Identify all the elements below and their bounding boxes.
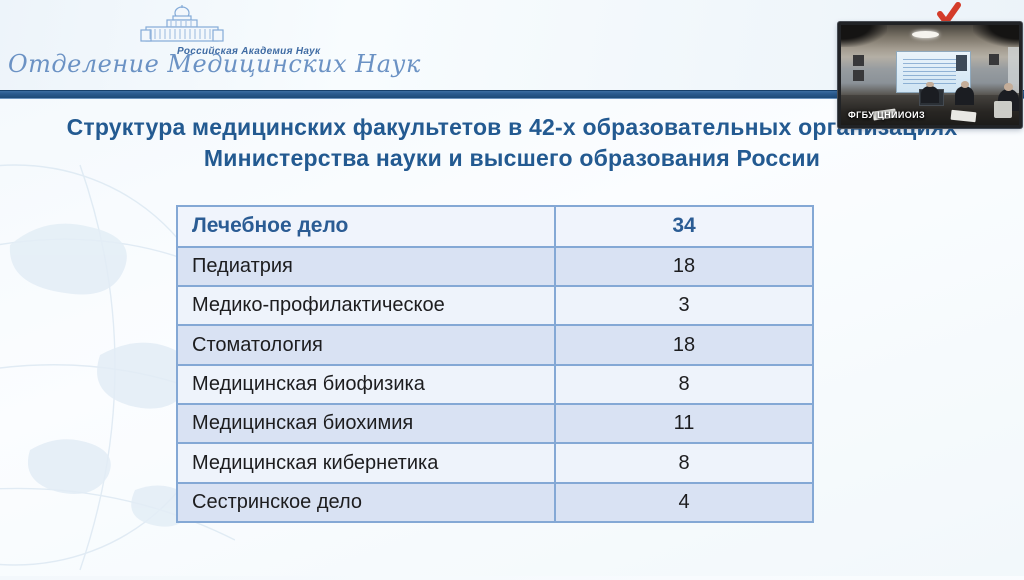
- screen-video-thumbnail: [955, 55, 968, 72]
- slide-title: Структура медицинских факультетов в 42-х…: [0, 112, 1024, 174]
- ras-building-icon: [140, 5, 224, 42]
- wall-panel-right: [1008, 47, 1019, 93]
- faculty-count-cell: 8: [554, 363, 814, 406]
- faculty-count-cell: 3: [554, 285, 814, 327]
- org-name-script: Отделение Медицинских Наук: [8, 50, 421, 78]
- radiator: [994, 101, 1012, 118]
- faculty-name-cell: Медицинская кибернетика: [176, 442, 556, 484]
- faculty-name-cell: Медицинская биохимия: [176, 403, 556, 445]
- faculty-name-cell: Сестринское дело: [176, 481, 556, 524]
- faculty-table-body: Лечебное дело 34 Педиатрия 18 Медико-профила…: [176, 205, 814, 524]
- wall-speaker-left2: [853, 70, 865, 81]
- ceiling-shadow-left: [841, 25, 888, 47]
- ceiling-light: [912, 31, 939, 38]
- faculty-table: Лечебное дело 34 Педиатрия 18 Медико-профила…: [176, 205, 814, 524]
- slide-title-line2: Министерства науки и высшего образования…: [203, 145, 821, 171]
- red-check-mark: [937, 2, 961, 24]
- person-silhouette-center: [921, 81, 939, 103]
- webcam-tile[interactable]: ФГБУ ЦНИИОИЗ: [838, 22, 1022, 128]
- faculty-count-cell: 8: [554, 442, 814, 484]
- faculty-name-cell: Стоматология: [176, 324, 556, 366]
- faculty-name-cell: Медико-профилактическое: [176, 285, 556, 327]
- header-divider-bar: [0, 90, 1024, 99]
- projection-screen: [896, 51, 972, 93]
- faculty-name-cell: Медицинская биофизика: [176, 363, 556, 406]
- faculty-name-cell: Лечебное дело: [176, 205, 556, 248]
- faculty-name-cell: Педиатрия: [176, 245, 556, 288]
- faculty-count-cell: 4: [554, 481, 814, 524]
- person-silhouette-right: [954, 81, 975, 105]
- faculty-count-cell: 34: [554, 205, 814, 248]
- faculty-count-cell: 11: [554, 403, 814, 445]
- faculty-count-cell: 18: [554, 324, 814, 366]
- table-row: Лечебное дело 34: [176, 205, 814, 248]
- table-row: Медицинская биофизика 8: [176, 363, 814, 406]
- conference-room-view: ФГБУ ЦНИИОИЗ: [841, 25, 1019, 125]
- table-row: Медицинская кибернетика 8: [176, 442, 814, 484]
- table-row: Медицинская биохимия 11: [176, 403, 814, 445]
- wall-speaker-right: [988, 54, 1000, 65]
- faculty-count-cell: 18: [554, 245, 814, 288]
- webcam-location-label: ФГБУ ЦНИИОИЗ: [848, 110, 926, 120]
- wall-speaker-left: [853, 55, 865, 66]
- table-row: Стоматология 18: [176, 324, 814, 366]
- org-name-small: Российская Академия Наук: [177, 46, 321, 57]
- ceiling-shadow-right: [972, 25, 1019, 47]
- table-row: Сестринское дело 4: [176, 481, 814, 524]
- table-row: Медико-профилактическое 3: [176, 285, 814, 327]
- slide-title-line1: Структура медицинских факультетов в 42-х…: [66, 114, 958, 140]
- table-row: Педиатрия 18: [176, 245, 814, 288]
